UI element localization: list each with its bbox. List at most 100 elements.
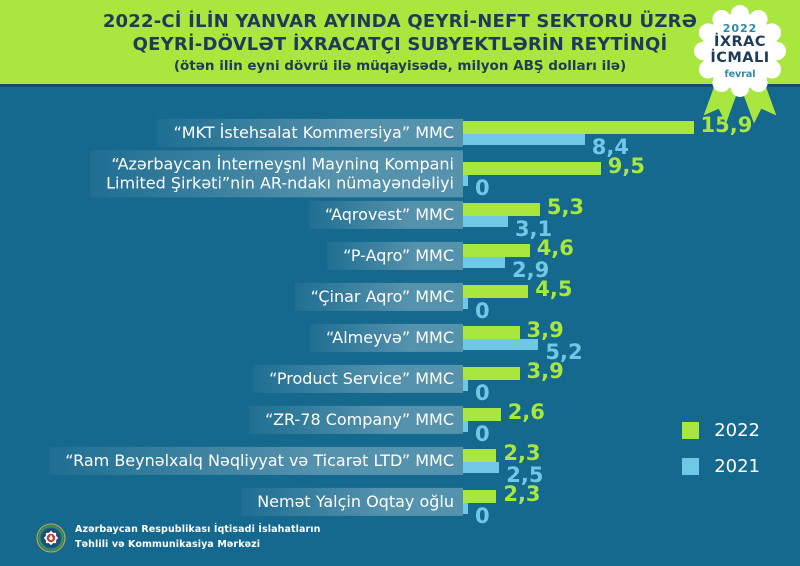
- value-label-2021: 0: [475, 421, 490, 446]
- page-subtitle: (ötən ilin eyni dövrü ilə müqayisədə, mi…: [173, 58, 627, 75]
- state-emblem-icon: [36, 523, 66, 553]
- bar-line-2021: 0: [463, 174, 645, 198]
- value-label-2021: 5,2: [545, 339, 583, 364]
- legend-item-2021: 2021: [682, 456, 760, 477]
- bar-group: 2,3 0: [463, 483, 541, 526]
- bar-group: 4,5 0: [463, 278, 572, 321]
- bar-line-2022: 3,9: [463, 319, 583, 340]
- chart-row: “P-Aqro” MMC 4,6 2,9: [0, 235, 800, 280]
- bar-line-2021: 2,9: [463, 256, 574, 280]
- value-label-2021: 0: [475, 380, 490, 405]
- bar-2022: [463, 120, 694, 134]
- category-label-text: “Çinar Aqro” MMC: [294, 282, 463, 311]
- value-label-2021: 2,9: [512, 257, 550, 282]
- legend-swatch-2021: [682, 458, 700, 475]
- bar-chart: “MKT İstehsalat Kommersiya” MMC 15,9 8,4…: [0, 112, 800, 526]
- chart-row: “Çinar Aqro” MMC 4,5 0: [0, 276, 800, 321]
- category-label: “P-Aqro” MMC: [0, 241, 463, 270]
- bar-line-2021: 0: [463, 420, 545, 444]
- bar-group: 15,9 8,4: [463, 114, 752, 157]
- chart-row: “Aqrovest” MMC 5,3 3,1: [0, 194, 800, 239]
- value-label-2021: 0: [475, 175, 490, 200]
- value-label-2021: 0: [475, 503, 490, 528]
- bar-2022: [463, 448, 497, 462]
- ixrac-icmali-badge: 2022 İXRAC İCMALI fevral: [694, 5, 786, 133]
- value-label-2022: 4,5: [535, 276, 573, 301]
- bar-2022: [463, 407, 501, 421]
- bar-2022: [463, 366, 520, 380]
- value-label-2022: 3,9: [526, 358, 564, 383]
- bar-group: 2,3 2,5: [463, 442, 543, 485]
- value-label-2021: 3,1: [514, 216, 553, 241]
- footer: Azərbaycan Respublikası İqtisadi İslahat…: [36, 523, 320, 553]
- bar-line-2022: 9,5: [463, 155, 645, 176]
- value-label-2022: 5,3: [546, 194, 585, 219]
- bar-line-2022: 4,5: [463, 278, 572, 299]
- bar-2022: [463, 202, 540, 216]
- organization-line2: Təhlili və Kommunikasiya Mərkəzi: [75, 539, 261, 550]
- value-label-2022: 4,6: [536, 235, 574, 260]
- chart-row: “ZR-78 Company” MMC 2,6 0: [0, 399, 800, 444]
- badge-rosette-icon: [694, 5, 786, 97]
- legend-label-2021: 2021: [714, 456, 760, 477]
- bar-line-2021: 0: [463, 379, 564, 403]
- bar-2022: [463, 161, 601, 175]
- bar-2021: [463, 133, 585, 145]
- badge-year: 2022: [722, 22, 758, 36]
- chart-row: “Product Service” MMC 3,9 0: [0, 358, 800, 403]
- chart-row: “Almeyvə” MMC 3,9 5,2: [0, 317, 800, 362]
- value-label-2022: 2,3: [503, 440, 541, 465]
- bar-line-2021: 8,4: [463, 133, 752, 157]
- bar-line-2022: 5,3: [463, 196, 584, 217]
- page-title-line1: 2022-Cİ İLİN YANVAR AYINDA QEYRİ-NEFT SE…: [102, 10, 698, 32]
- category-label-text: “Azərbaycan İnterneyşnl Mayninq Kompani …: [90, 149, 463, 198]
- value-label-2022: 3,9: [526, 317, 564, 342]
- bar-line-2021: 0: [463, 297, 572, 321]
- chart-row: “Azərbaycan İnterneyşnl Mayninq Kompani …: [0, 149, 800, 198]
- bar-2022: [463, 243, 530, 257]
- chart-row: Nemət Yalçin Oqtay oğlu 2,3 0: [0, 481, 800, 526]
- bar-line-2021: 2,5: [463, 461, 543, 485]
- category-label-text: “Almeyvə” MMC: [310, 323, 463, 352]
- bar-2021: [463, 215, 508, 227]
- bar-2021: [463, 338, 539, 350]
- value-label-2022: 2,3: [503, 481, 541, 506]
- category-label: “Çinar Aqro” MMC: [0, 282, 463, 311]
- legend: 2022 2021: [682, 420, 760, 477]
- category-label-text: “ZR-78 Company” MMC: [249, 405, 463, 434]
- bar-2021: [463, 379, 468, 391]
- bar-2021: [463, 174, 468, 186]
- bar-2021: [463, 420, 468, 432]
- category-label: “Azərbaycan İnterneyşnl Mayninq Kompani …: [0, 149, 463, 198]
- category-label-text: “Ram Beynəlxalq Nəqliyyat və Ticarət LTD…: [49, 446, 463, 475]
- page-title-line2: QEYRİ-DÖVLƏT İXRACATÇI SUBYEKTLƏRİN REYT…: [132, 34, 668, 55]
- value-label-2021: 8,4: [591, 134, 629, 159]
- bar-line-2022: 2,3: [463, 442, 543, 463]
- legend-swatch-2022: [682, 422, 700, 439]
- value-label-2021: 2,5: [506, 462, 544, 487]
- bar-group: 5,3 3,1: [463, 196, 584, 239]
- bar-line-2021: 5,2: [463, 338, 583, 362]
- bar-line-2022: 3,9: [463, 360, 564, 381]
- bar-group: 3,9 5,2: [463, 319, 583, 362]
- organization-name: Azərbaycan Respublikası İqtisadi İslahat…: [75, 523, 320, 552]
- bar-2021: [463, 461, 500, 473]
- bar-2021: [463, 256, 506, 268]
- value-label-2022: 2,6: [507, 399, 545, 424]
- category-label-text: “MKT İstehsalat Kommersiya” MMC: [157, 118, 463, 147]
- category-label-text: “P-Aqro” MMC: [327, 241, 463, 270]
- value-label-2021: 0: [475, 298, 490, 323]
- category-label: “ZR-78 Company” MMC: [0, 405, 463, 434]
- bar-group: 2,6 0: [463, 401, 545, 444]
- legend-item-2022: 2022: [682, 420, 760, 441]
- bar-2022: [463, 284, 529, 298]
- bar-line-2022: 2,3: [463, 483, 541, 504]
- chart-row: “MKT İstehsalat Kommersiya” MMC 15,9 8,4: [0, 112, 800, 157]
- badge-title-line2: İCMALI: [710, 50, 770, 66]
- category-label: Nemət Yalçin Oqtay oğlu: [0, 487, 463, 516]
- bar-line-2021: 3,1: [463, 215, 584, 239]
- chart-row: “Ram Beynəlxalq Nəqliyyat və Ticarət LTD…: [0, 440, 800, 485]
- legend-label-2022: 2022: [714, 420, 760, 441]
- bar-line-2022: 4,6: [463, 237, 574, 258]
